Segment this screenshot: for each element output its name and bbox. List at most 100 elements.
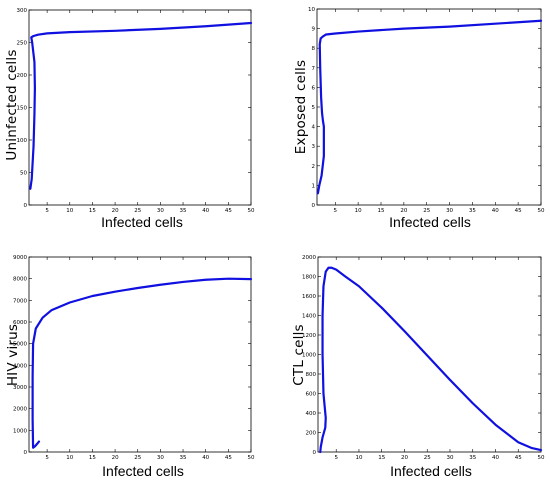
y-axis-label: HIV virus xyxy=(5,324,21,386)
y-tick-label: 400 xyxy=(306,411,317,417)
x-axis-label: Infected cells xyxy=(390,463,472,479)
y-tick-label: 10 xyxy=(308,7,315,13)
y-tick-label: 1400 xyxy=(302,314,316,320)
x-tick-label: 20 xyxy=(112,455,119,461)
x-tick-label: 15 xyxy=(378,455,385,461)
x-axis-label: Infected cells xyxy=(101,214,183,230)
y-tick-label: 200 xyxy=(17,73,28,79)
subplot-uninfected: Infected cells Uninfected cells 5 10 15 20 2… xyxy=(4,8,255,230)
y-tick-label: 1 xyxy=(312,183,316,189)
y-tick-label: 7 xyxy=(312,66,316,72)
y-axis-label: Uninfected cells xyxy=(4,49,20,160)
y-tick-label: 8000 xyxy=(13,277,27,283)
y-tick-label: 2 xyxy=(312,164,316,170)
y-tick-label: 100 xyxy=(17,138,28,144)
series-line xyxy=(29,21,253,190)
y-tick-label: 800 xyxy=(306,372,317,378)
plot-frame xyxy=(316,8,542,206)
x-tick-label: 20 xyxy=(401,455,408,461)
x-tick-label: 25 xyxy=(424,455,431,461)
y-tick-label: 5 xyxy=(312,105,316,111)
y-tick-label: 4 xyxy=(312,125,316,131)
x-tick-label: 5 xyxy=(45,455,49,461)
y-tick-label: 150 xyxy=(17,106,28,112)
plot-frame xyxy=(317,256,542,453)
plot-frame xyxy=(28,256,252,453)
x-tick-label: 20 xyxy=(112,208,119,214)
x-tick-label: 50 xyxy=(538,208,545,214)
x-tick-label: 50 xyxy=(248,208,255,214)
y-tick-label: 9000 xyxy=(13,255,27,261)
series-line xyxy=(319,266,543,454)
y-tick-label: 1600 xyxy=(302,294,316,300)
x-tick-label: 40 xyxy=(202,208,209,214)
x-tick-label: 25 xyxy=(134,208,141,214)
series-line xyxy=(31,277,253,449)
y-axis-label: CTL cells xyxy=(291,324,307,386)
y-tick-label: 600 xyxy=(306,392,317,398)
x-tick-label: 10 xyxy=(66,455,73,461)
x-tick-label: 50 xyxy=(248,455,255,461)
x-tick-label: 25 xyxy=(423,208,430,214)
x-tick-label: 40 xyxy=(492,455,499,461)
x-tick-label: 10 xyxy=(355,455,362,461)
x-tick-label: 45 xyxy=(515,208,522,214)
x-tick-label: 35 xyxy=(469,208,476,214)
series-line xyxy=(316,19,543,195)
x-tick-label: 30 xyxy=(157,208,164,214)
y-tick-label: 6000 xyxy=(13,320,27,326)
subplot-exposed: Infected cells Exposed cells 5 10 15 20 25 30… xyxy=(293,7,545,230)
y-tick-label: 6 xyxy=(312,85,316,91)
x-axis-label: Infected cells xyxy=(389,214,471,230)
y-tick-label: 8 xyxy=(312,46,316,52)
x-tick-label: 45 xyxy=(225,455,232,461)
y-tick-label: 7000 xyxy=(13,298,27,304)
x-tick-label: 45 xyxy=(515,455,522,461)
y-axis-label: Exposed cells xyxy=(293,60,309,154)
y-tick-label: 3000 xyxy=(13,385,27,391)
x-tick-label: 35 xyxy=(180,455,187,461)
y-tick-label: 9 xyxy=(312,27,316,33)
y-tick-label: 0 xyxy=(24,203,28,209)
y-tick-label: 50 xyxy=(20,171,27,177)
x-tick-label: 30 xyxy=(446,455,453,461)
x-tick-label: 10 xyxy=(66,208,73,214)
x-tick-label: 10 xyxy=(355,208,362,214)
y-tick-label: 5000 xyxy=(13,342,27,348)
x-tick-label: 25 xyxy=(134,455,141,461)
y-tick-label: 0 xyxy=(24,450,28,456)
x-tick-label: 35 xyxy=(180,208,187,214)
x-tick-label: 30 xyxy=(446,208,453,214)
subplot-hiv-virus: Infected cells HIV virus 5 10 15 20 25 30 35 40… xyxy=(5,255,255,479)
subplot-ctl-cells: Infected cells CTL cells 5 10 15 20 25 30 35 40… xyxy=(291,255,545,479)
x-tick-label: 40 xyxy=(492,208,499,214)
x-tick-label: 15 xyxy=(89,208,96,214)
y-tick-label: 3 xyxy=(312,144,316,150)
y-tick-label: 1200 xyxy=(302,333,316,339)
x-tick-label: 35 xyxy=(469,455,476,461)
y-tick-label: 2000 xyxy=(302,255,316,261)
x-tick-label: 30 xyxy=(157,455,164,461)
y-tick-label: 1000 xyxy=(302,353,316,359)
x-tick-label: 15 xyxy=(378,208,385,214)
x-tick-label: 50 xyxy=(538,455,545,461)
y-tick-label: 200 xyxy=(306,431,317,437)
x-axis-label: Infected cells xyxy=(102,463,184,479)
x-tick-label: 20 xyxy=(400,208,407,214)
y-tick-label: 1800 xyxy=(302,275,316,281)
y-tick-label: 1000 xyxy=(13,428,27,434)
y-tick-label: 4000 xyxy=(13,363,27,369)
y-tick-label: 2000 xyxy=(13,407,27,413)
x-tick-label: 15 xyxy=(89,455,96,461)
x-tick-label: 40 xyxy=(202,455,209,461)
x-tick-label: 45 xyxy=(225,208,232,214)
y-tick-label: 0 xyxy=(312,203,316,209)
x-tick-label: 5 xyxy=(334,455,338,461)
y-tick-label: 250 xyxy=(17,41,28,47)
y-tick-label: 0 xyxy=(313,450,317,456)
plot-frame xyxy=(28,9,252,206)
x-tick-label: 5 xyxy=(334,208,338,214)
y-tick-label: 300 xyxy=(17,8,28,14)
x-tick-label: 5 xyxy=(45,208,49,214)
